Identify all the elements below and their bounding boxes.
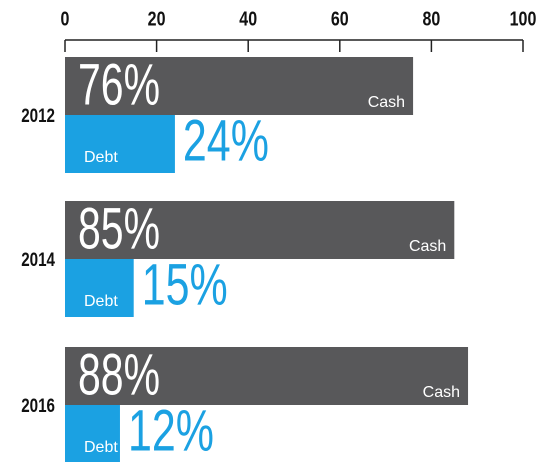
x-tick-label: 80 <box>422 8 440 30</box>
category-label: 2012 <box>21 104 55 126</box>
x-tick-label: 60 <box>331 8 349 30</box>
value-label: 15% <box>142 252 228 317</box>
bar <box>65 115 175 173</box>
series-label: Cash <box>423 384 460 401</box>
series-label: Cash <box>409 238 446 255</box>
bar <box>65 57 414 115</box>
x-tick-label: 40 <box>239 8 257 30</box>
value-label: 85% <box>78 196 160 261</box>
bar <box>65 347 469 405</box>
value-label: 24% <box>183 108 269 173</box>
series-label: Debt <box>84 439 118 456</box>
x-tick-label: 20 <box>148 8 166 30</box>
x-tick-label: 100 <box>510 8 537 30</box>
x-tick-label: 0 <box>61 8 70 30</box>
series-label: Cash <box>368 94 405 111</box>
bar <box>65 405 120 462</box>
series-label: Debt <box>84 293 118 310</box>
category-label: 2016 <box>21 394 55 416</box>
category-label: 2014 <box>21 248 55 270</box>
series-label: Debt <box>84 149 118 166</box>
bar <box>65 201 455 259</box>
value-label: 88% <box>78 342 160 407</box>
bar <box>65 259 134 317</box>
value-label: 76% <box>78 52 160 117</box>
value-label: 12% <box>128 398 214 462</box>
